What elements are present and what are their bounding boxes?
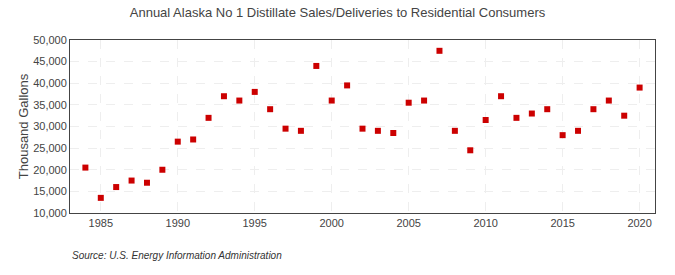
svg-text:15,000: 15,000 [33,185,67,197]
svg-text:Source: U.S. Energy Informatio: Source: U.S. Energy Information Administ… [72,250,282,261]
svg-text:50,000: 50,000 [33,34,67,46]
svg-text:30,000: 30,000 [33,120,67,132]
svg-text:2010: 2010 [473,217,497,229]
svg-text:1990: 1990 [166,217,190,229]
svg-text:35,000: 35,000 [33,99,67,111]
svg-text:45,000: 45,000 [33,55,67,67]
svg-text:2000: 2000 [319,217,343,229]
svg-text:1995: 1995 [242,217,266,229]
svg-text:2020: 2020 [627,217,651,229]
svg-text:1985: 1985 [89,217,113,229]
svg-text:2015: 2015 [550,217,574,229]
svg-text:10,000: 10,000 [33,207,67,219]
svg-text:Annual Alaska No 1 Distillate: Annual Alaska No 1 Distillate Sales/Deli… [130,5,546,20]
svg-text:40,000: 40,000 [33,77,67,89]
svg-text:25,000: 25,000 [33,142,67,154]
svg-text:20,000: 20,000 [33,164,67,176]
svg-text:Thousand Gallons: Thousand Gallons [16,73,31,179]
svg-text:2005: 2005 [396,217,420,229]
